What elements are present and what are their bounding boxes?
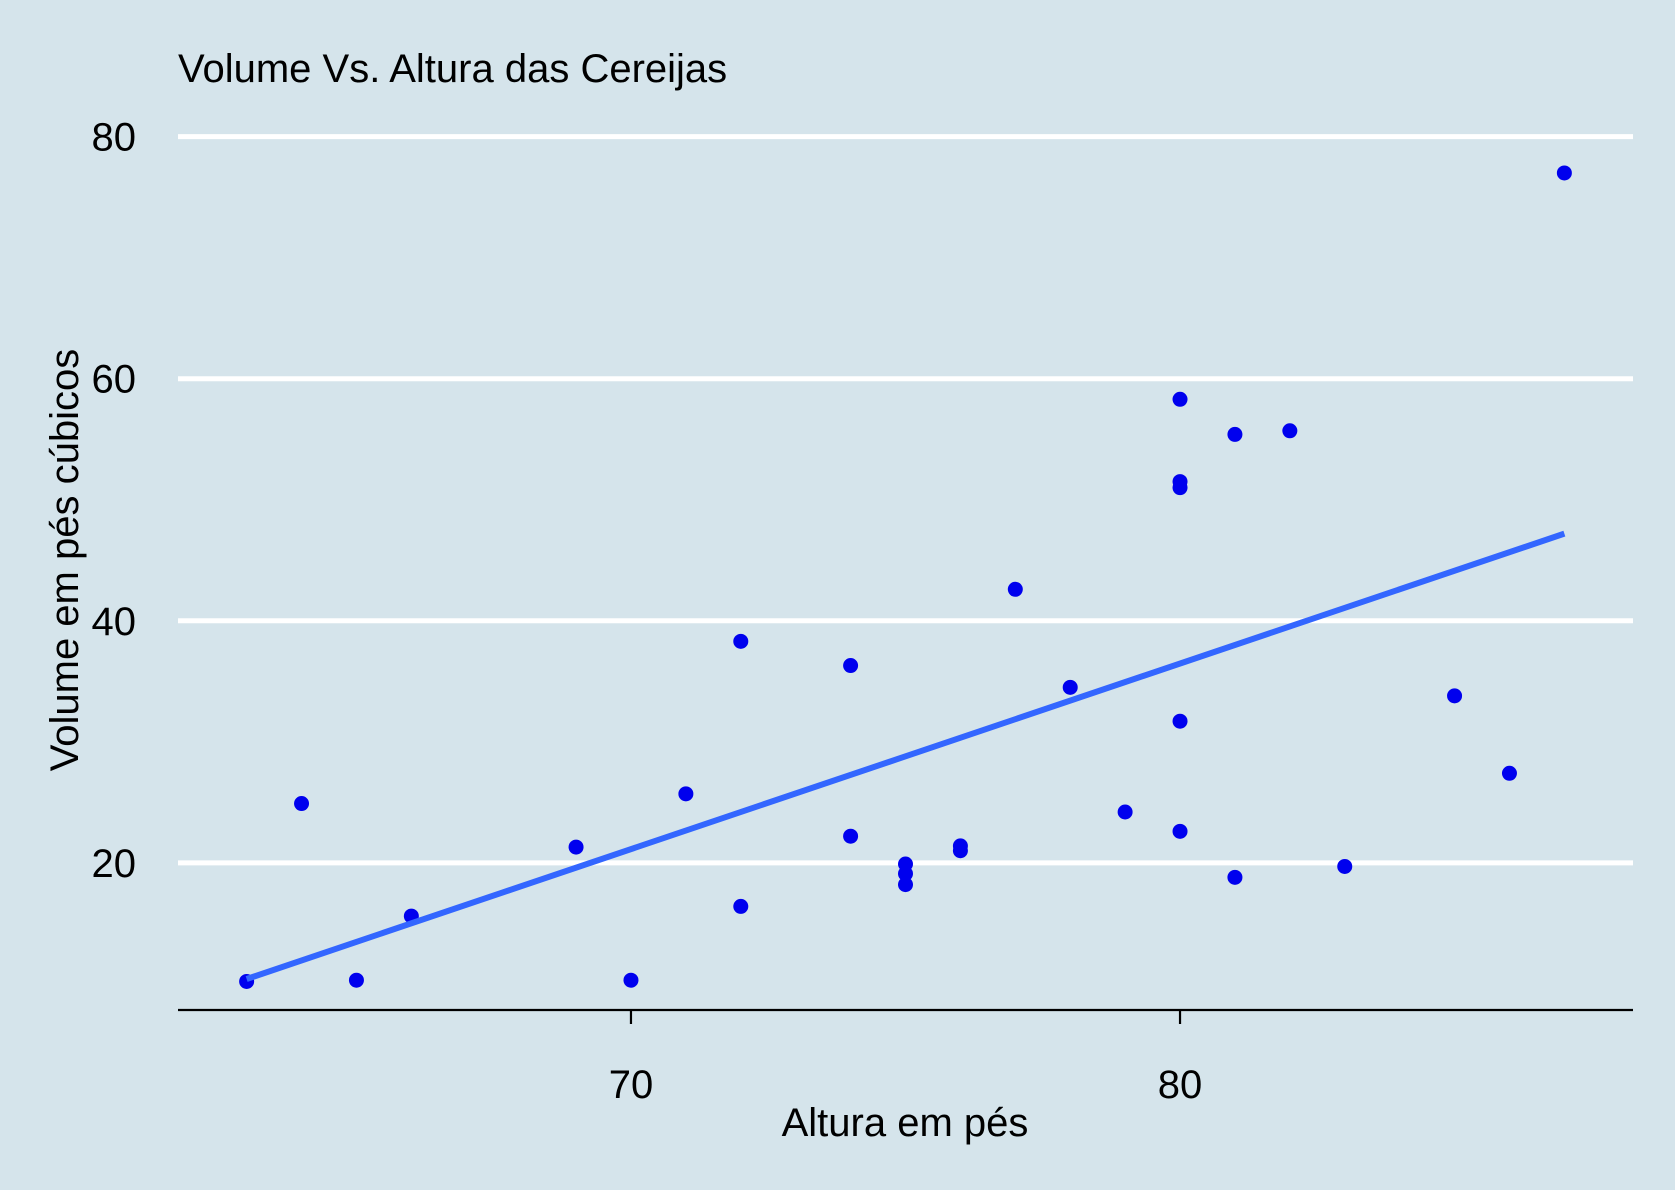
data-point-13 [898,856,913,872]
data-point-9 [843,828,859,844]
y-tick-label-20: 20 [92,842,137,886]
chart-title: Volume Vs. Altura das Cereijas [178,47,727,91]
y-tick-label-80: 80 [92,116,137,160]
data-point-26 [1282,423,1298,439]
data-point-22 [1172,474,1188,490]
data-point-17 [1062,679,1078,695]
data-point-5 [623,972,639,988]
data-point-23 [1172,391,1188,407]
data-point-11 [898,877,913,893]
data-point-10 [843,658,859,674]
data-point-6 [678,786,694,802]
trend-line [245,530,1566,982]
data-point-15 [952,838,968,854]
y-tick-label-60: 60 [92,358,137,402]
data-points [239,165,1572,989]
data-point-25 [1227,426,1243,442]
data-point-20 [1172,713,1188,729]
data-point-27 [1337,858,1353,874]
x-axis-title: Altura em pés [782,1101,1029,1145]
data-point-1 [294,796,310,812]
x-tick-label-70: 70 [609,1063,654,1107]
trend-line-group [245,530,1566,982]
data-point-2 [348,972,364,988]
data-point-7 [733,898,749,914]
x-tick-label-80: 80 [1158,1063,1203,1107]
data-point-4 [568,839,584,855]
y-tick-label-40: 40 [92,600,137,644]
x-axis-ticks: 70 80 [609,1010,1203,1107]
data-point-8 [733,633,749,649]
data-point-18 [1117,804,1133,820]
data-point-30 [1556,165,1572,181]
data-point-19 [1172,823,1188,839]
y-axis-ticks: 20 40 60 80 [92,116,137,886]
y-axis-title: Volume em pés cúbicos [43,349,87,771]
data-point-24 [1227,869,1243,885]
data-point-16 [1007,581,1023,597]
data-point-29 [1501,765,1517,781]
data-point-28 [1447,688,1463,704]
